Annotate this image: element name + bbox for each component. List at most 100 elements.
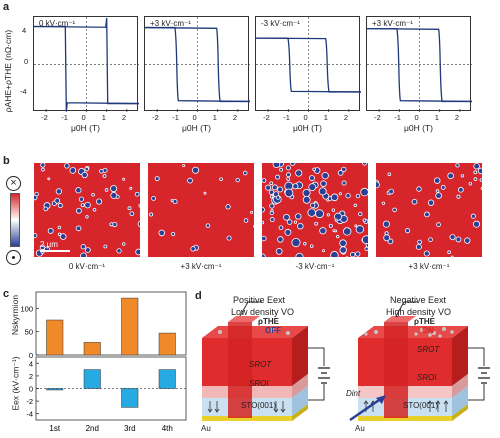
xtick: 2 [121, 113, 127, 122]
skyrmion [149, 212, 154, 217]
skyrmion [64, 163, 70, 169]
skyrmion [362, 163, 368, 166]
xtick: -1 [172, 113, 179, 122]
ytick-a-4: 4 [22, 26, 27, 35]
category-label: 1st [49, 424, 60, 433]
xtick: 2 [343, 113, 349, 122]
skyrmion [57, 203, 63, 209]
skyrmion [322, 249, 326, 253]
panel-letter-a: a [3, 1, 10, 13]
skyrmion [92, 207, 97, 212]
skyrmion [84, 201, 91, 209]
xtick: -2 [374, 113, 381, 122]
skyrmion [283, 213, 290, 221]
skyrmion [80, 244, 86, 250]
skyrmion [314, 221, 319, 226]
skyrmion [104, 188, 109, 192]
skyrmion [332, 229, 336, 233]
skyrmion [59, 233, 67, 240]
skyrmion [275, 247, 283, 255]
skyrmion [269, 181, 274, 186]
skyrmion [40, 163, 46, 168]
skyrmion [262, 206, 265, 213]
skyrmion [449, 234, 456, 241]
skyrmion [262, 178, 267, 183]
skyrmion [435, 189, 440, 193]
xtick: -1 [283, 113, 290, 122]
skyrmion [308, 183, 317, 192]
skyrmion [358, 211, 363, 217]
skyrmion [424, 211, 430, 218]
skyrmion [265, 184, 272, 191]
skyrmion [345, 193, 351, 199]
skyrmion [383, 234, 391, 242]
skyrmion [387, 238, 394, 245]
skyrmion [110, 191, 118, 199]
skyrmion [423, 250, 430, 257]
skyrmion [96, 198, 103, 205]
skyrmion [337, 170, 344, 176]
skyrmion [303, 242, 307, 246]
map-field-label: -3 kV·cm⁻¹ [295, 262, 335, 271]
skyrmion [458, 186, 464, 193]
skyrmion [262, 220, 265, 225]
skyrmion [102, 174, 107, 178]
eex-bar [121, 388, 139, 408]
skyrmion [110, 185, 118, 193]
skyrmion [334, 218, 338, 222]
map-field-label: +3 kV·cm⁻¹ [180, 262, 222, 271]
skyrmion [416, 186, 422, 192]
eex-bar [46, 388, 64, 391]
skyrmion [355, 225, 365, 234]
hysteresis-plot-4: +3 kV·cm⁻¹ [366, 16, 472, 112]
skyrmion [309, 175, 315, 181]
right-title-2: High density VO [386, 307, 452, 317]
loop-branch-up [34, 25, 139, 112]
skyrmion [291, 238, 301, 248]
skyrmion [350, 251, 356, 257]
skyrmion [127, 206, 132, 211]
xtick: 1 [101, 113, 106, 122]
skyrmion [326, 213, 330, 217]
skyrmion [473, 170, 478, 175]
skyrmion [275, 174, 280, 180]
skyrmion [235, 177, 240, 183]
loop-branch-up [256, 37, 361, 93]
xlabel: μ0H (T) [71, 123, 100, 133]
skyrmion [404, 228, 411, 234]
skyrmion [355, 193, 361, 199]
skyrmion [85, 215, 89, 219]
skyrmion [75, 207, 82, 214]
left-device [202, 301, 330, 421]
skyrmion [295, 252, 304, 257]
skyrmion [328, 223, 333, 228]
skyrmion [376, 181, 380, 189]
left-sro-top: SROT [249, 360, 272, 369]
top-ytick: 0 [29, 351, 33, 360]
skyrmion [355, 251, 361, 257]
skyrmion [192, 166, 200, 174]
xtick: -1 [61, 113, 68, 122]
skyrmion [338, 192, 342, 196]
top-ytick: 50 [25, 328, 33, 337]
skyrmion [138, 203, 140, 208]
skyrmion [272, 163, 281, 169]
left-state-off: OFF [265, 326, 281, 335]
skyrmion [129, 211, 135, 217]
skyrmion [353, 203, 357, 208]
xlabel: μ0H (T) [404, 123, 433, 133]
panel-letter-b: b [3, 155, 10, 167]
ytick-a-0: 0 [24, 57, 29, 66]
right-sro-top: SROT [417, 345, 440, 354]
skyrmion [262, 253, 266, 257]
skyrmion [190, 246, 196, 252]
skyrmion [286, 219, 293, 225]
category-label: 3rd [124, 424, 136, 433]
skyrmion [330, 251, 339, 257]
xlabel: μ0H (T) [182, 123, 211, 133]
eex-bar [83, 369, 101, 389]
skyrmion [55, 188, 63, 195]
skyrmion [39, 244, 46, 251]
skyrmion [262, 235, 267, 242]
skyrmion [84, 166, 89, 172]
